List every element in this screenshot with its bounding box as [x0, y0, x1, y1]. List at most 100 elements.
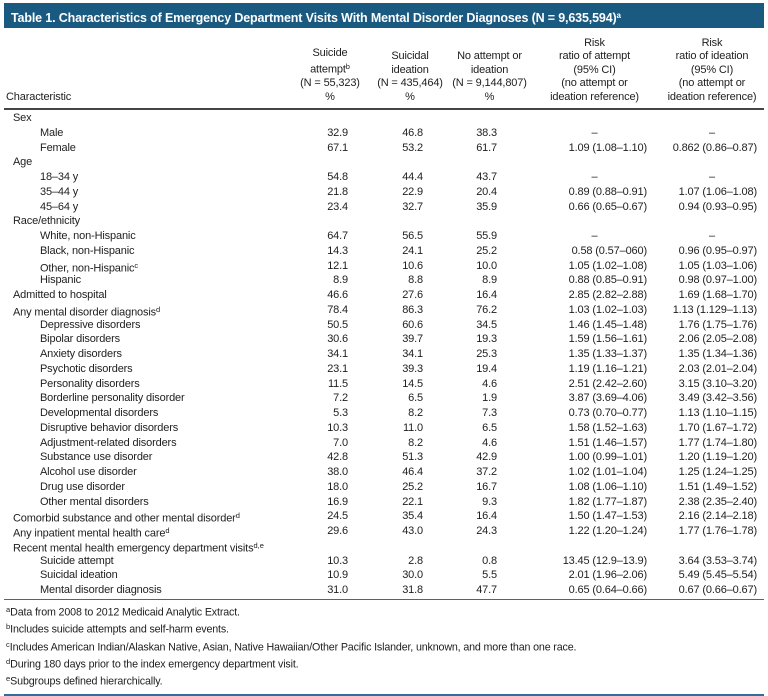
row-label: Female: [40, 141, 76, 154]
row-label: Age: [13, 156, 33, 169]
cell-pct-suicidal-ideation: 46.8: [402, 126, 423, 139]
cell-pct-suicidal-ideation: 11.0: [403, 421, 423, 434]
footnote: dDuring 180 days prior to the index emer…: [6, 656, 299, 671]
cell-risk-ratio-ideation: 1.70 (1.67–1.72): [678, 421, 757, 434]
cell-risk-ratio-attempt: 1.22 (1.20–1.24): [568, 525, 647, 537]
cell-risk-ratio-attempt: 3.87 (3.69–4.06): [568, 392, 647, 405]
cell-pct-suicidal-ideation: 51.3: [402, 451, 423, 464]
cell-pct-no-attempt: 38.3: [476, 126, 497, 139]
cell-pct-no-attempt: 20.4: [476, 185, 497, 198]
cell-risk-ratio-ideation: 5.49 (5.45–5.54): [678, 569, 757, 582]
cell-pct-suicidal-ideation: 53.2: [402, 141, 423, 154]
row-label: Suicidal ideation: [40, 569, 118, 582]
header-divider: [4, 108, 764, 110]
cell-pct-no-attempt: [424, 155, 499, 170]
table-row: Developmental disorders 5.3 8.2 7.3 0.73 (0.…: [0, 406, 768, 421]
cell-pct-suicide-attempt: 10.3: [327, 554, 348, 567]
row-label: Admitted to hospital: [13, 289, 107, 301]
cell-pct-suicidal-ideation: 34.1: [402, 348, 423, 360]
cell-pct-suicide-attempt: 38.0: [327, 466, 348, 478]
cell-risk-ratio-ideation: 0.94 (0.93–0.95): [678, 200, 757, 213]
footnote: eSubgroups defined hierarchically.: [6, 674, 163, 688]
row-label: Personality disorders: [40, 377, 140, 390]
cell-pct-no-attempt: 25.2: [476, 244, 497, 257]
cell-pct-no-attempt: [424, 214, 499, 229]
cell-pct-no-attempt: 16.4: [476, 510, 497, 523]
cell-pct-no-attempt: 76.2: [476, 303, 497, 316]
page-bottom-divider: [4, 693, 764, 696]
cell-pct-suicidal-ideation: 32.7: [402, 200, 423, 213]
row-label: 35–44 y: [40, 185, 79, 198]
cell-pct-no-attempt: [424, 111, 499, 126]
row-label: Borderline personality disorder: [40, 392, 185, 405]
table-row: Psychotic disorders 23.1 39.3 19.4 1.19 (1.1…: [0, 362, 768, 377]
row-label: Psychotic disorders: [40, 362, 133, 375]
cell-pct-suicide-attempt: 42.8: [327, 451, 348, 464]
cell-risk-ratio-ideation: 1.25 (1.24–1.25): [678, 466, 757, 478]
cell-risk-ratio-ideation: 2.06 (2.05–2.08): [678, 333, 757, 346]
cell-pct-no-attempt: 25.3: [476, 348, 497, 360]
table-row: White, non-Hispanic 64.7 56.5 55.9 – –: [0, 229, 768, 244]
row-label: Substance use disorder: [40, 451, 153, 464]
table-body: Sex Male 32.9 46.8 38.3 – – Female 67.1 53.2 61.7 1…: [0, 110, 768, 598]
cell-risk-ratio-attempt: 1.50 (1.47–1.53): [568, 510, 647, 523]
cell-pct-suicide-attempt: 7.2: [333, 392, 348, 405]
table-row: Personality disorders 11.5 14.5 4.6 2.51 (2.…: [0, 377, 768, 392]
cell-pct-suicidal-ideation: 60.6: [402, 318, 423, 331]
cell-pct-suicidal-ideation: [348, 155, 424, 170]
cell-pct-suicide-attempt: 34.1: [327, 348, 348, 360]
row-label: Any inpatient mental health cared: [13, 526, 170, 540]
row-label: White, non-Hispanic: [40, 230, 136, 242]
table-row: Any inpatient mental health cared 29.6 43.…: [0, 524, 768, 540]
cell-pct-suicidal-ideation: 43.0: [402, 525, 423, 537]
cell-risk-ratio-attempt: 1.09 (1.08–1.10): [568, 141, 647, 154]
table-row: Race/ethnicity: [0, 214, 768, 229]
cell-pct-suicidal-ideation: 27.6: [402, 289, 423, 301]
column-header-no-attempt-or-ideation-pct: No attempt or ideation (N = 9,144,807)%: [452, 50, 527, 103]
cell-pct-no-attempt: 43.7: [476, 171, 497, 183]
cell-pct-suicide-attempt: 14.3: [327, 244, 348, 257]
cell-pct-no-attempt: 8.9: [482, 274, 497, 287]
cell-risk-ratio-ideation: 0.96 (0.95–0.97): [678, 244, 757, 257]
table-row: Suicidal ideation 10.9 30.0 5.5 2.01 (1.96–2…: [0, 568, 768, 583]
table-row: Borderline personality disorder 7.2 6.5 1.9…: [0, 391, 768, 406]
footnotes: aData from 2008 to 2012 Medicaid Analyti…: [0, 600, 768, 690]
row-label: 45–64 y: [40, 200, 79, 213]
cell-pct-suicide-attempt: 29.6: [327, 525, 348, 537]
cell-risk-ratio-ideation: 0.98 (0.97–1.00): [678, 274, 757, 287]
row-label: 18–34 y: [40, 171, 79, 183]
cell-pct-suicide-attempt: 31.0: [327, 584, 348, 596]
cell-risk-ratio-ideation: 1.07 (1.06–1.08): [678, 185, 757, 198]
cell-risk-ratio-attempt: 0.88 (0.85–0.91): [568, 274, 647, 287]
table-row: Mental disorder diagnosis 31.0 31.8 47.7 0.6…: [0, 583, 768, 598]
cell-risk-ratio-attempt: –: [591, 171, 598, 183]
cell-risk-ratio-attempt: 0.66 (0.65–0.67): [568, 200, 647, 213]
column-header-suicidal-ideation-pct: Suicidal ideation (N = 435,464)%: [377, 50, 443, 103]
cell-risk-ratio-attempt: 2.85 (2.82–2.88): [568, 289, 647, 301]
cell-risk-ratio-ideation: 0.67 (0.66–0.67): [678, 584, 757, 596]
cell-pct-suicidal-ideation: 10.6: [402, 259, 423, 272]
cell-pct-suicidal-ideation: 39.3: [402, 362, 423, 375]
cell-pct-suicidal-ideation: 2.8: [408, 554, 423, 567]
cell-pct-suicide-attempt: 50.5: [327, 318, 348, 331]
cell-risk-ratio-attempt: –: [591, 126, 598, 139]
cell-pct-suicide-attempt: 10.9: [327, 569, 348, 582]
cell-risk-ratio-attempt: 1.08 (1.06–1.10): [568, 480, 647, 493]
table-row: Male 32.9 46.8 38.3 – –: [0, 126, 768, 141]
cell-pct-no-attempt: 5.5: [482, 569, 497, 582]
cell-pct-suicide-attempt: [278, 111, 348, 126]
cell-pct-no-attempt: 7.3: [482, 407, 497, 419]
cell-risk-ratio-ideation: 1.76 (1.75–1.76): [678, 318, 757, 331]
cell-risk-ratio-attempt: [499, 539, 652, 554]
footnote: bIncludes suicide attempts and self-harm…: [6, 622, 229, 636]
cell-pct-no-attempt: 19.3: [476, 333, 497, 346]
cell-pct-no-attempt: 10.0: [476, 259, 497, 272]
cell-pct-no-attempt: 34.5: [476, 318, 497, 331]
row-label: Adjustment-related disorders: [40, 436, 177, 449]
row-label: Other mental disorders: [40, 495, 149, 508]
table-row: Admitted to hospital 46.6 27.6 16.4 2.85 (2.…: [0, 288, 768, 303]
cell-pct-no-attempt: 42.9: [476, 451, 497, 464]
cell-pct-suicide-attempt: 5.3: [333, 407, 348, 419]
row-label: Sex: [13, 112, 32, 124]
cell-risk-ratio-ideation: 1.13 (1.129–1.13): [672, 303, 757, 316]
